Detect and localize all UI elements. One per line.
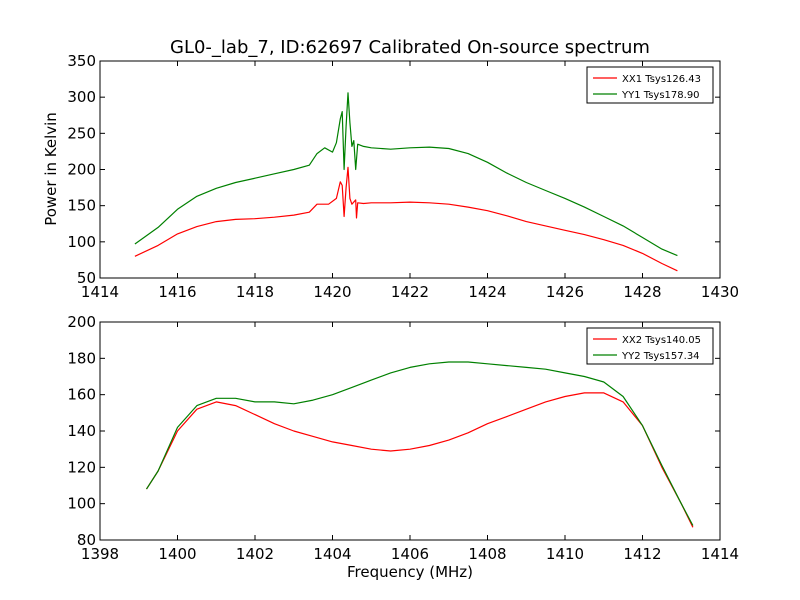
y-tick-label: 120 xyxy=(67,458,96,476)
x-tick-label: 1408 xyxy=(468,545,506,563)
y-tick-label: 100 xyxy=(67,495,96,513)
bottom-plot: 1398 1400 1402 1404 1406 1408 1410 1412 1414 80 10… xyxy=(67,313,739,563)
legend-label: YY2 Tsys157.34 xyxy=(621,351,700,362)
x-tick-label: 1404 xyxy=(313,545,351,563)
x-tick-label: 1428 xyxy=(623,283,661,301)
legend-box xyxy=(586,66,714,104)
x-tick-label: 1400 xyxy=(158,545,196,563)
chart-title: GL0-_lab_7, ID:62697 Calibrated On-sourc… xyxy=(170,37,650,58)
y-tick-label: 160 xyxy=(67,386,96,404)
x-tick-label: 1418 xyxy=(236,283,274,301)
x-tick-label: 1414 xyxy=(81,283,119,301)
legend-label: XX1 Tsys126.43 xyxy=(622,74,701,85)
x-tick-label: 1410 xyxy=(546,545,584,563)
y-tick-label: 180 xyxy=(67,349,96,367)
y-tick-label: 250 xyxy=(67,124,96,142)
x-tick-label: 1398 xyxy=(81,545,119,563)
y-tick-label: 300 xyxy=(67,88,96,106)
legend-box xyxy=(586,327,714,365)
x-tick-label: 1412 xyxy=(623,545,661,563)
legend-label: YY1 Tsys178.90 xyxy=(621,90,700,101)
x-tick-label: 1426 xyxy=(546,283,584,301)
legend: XX2 Tsys140.05 YY2 Tsys157.34 xyxy=(586,327,714,365)
x-tick-label: 1420 xyxy=(313,283,351,301)
y-tick-label: 80 xyxy=(77,531,96,549)
y-tick-label: 200 xyxy=(67,161,96,179)
x-tick-label: 1430 xyxy=(701,283,739,301)
series-line-2 xyxy=(145,361,694,526)
series-line-1 xyxy=(145,392,694,528)
x-tick-label: 1424 xyxy=(468,283,506,301)
series-line-1 xyxy=(134,166,678,272)
x-axis-label: Frequency (MHz) xyxy=(347,563,473,581)
x-tick-label: 1402 xyxy=(236,545,274,563)
y-tick-label: 150 xyxy=(67,197,96,215)
top-plot: 1414 1416 1418 1420 1422 1424 1426 1428 1430 50 10… xyxy=(67,52,739,301)
y-tick-label: 200 xyxy=(67,313,96,331)
y-tick-label: 140 xyxy=(67,422,96,440)
x-tick-label: 1406 xyxy=(391,545,429,563)
y-axis-label: Power in Kelvin xyxy=(42,112,60,226)
x-tick-label: 1422 xyxy=(391,283,429,301)
y-tick-label: 350 xyxy=(67,52,96,70)
y-tick-label: 50 xyxy=(77,269,96,287)
legend: XX1 Tsys126.43 YY1 Tsys178.90 xyxy=(586,66,714,104)
y-tick-label: 100 xyxy=(67,233,96,251)
x-tick-label: 1414 xyxy=(701,545,739,563)
series-line-2 xyxy=(134,92,678,257)
legend-label: XX2 Tsys140.05 xyxy=(622,335,701,346)
x-tick-label: 1416 xyxy=(158,283,196,301)
